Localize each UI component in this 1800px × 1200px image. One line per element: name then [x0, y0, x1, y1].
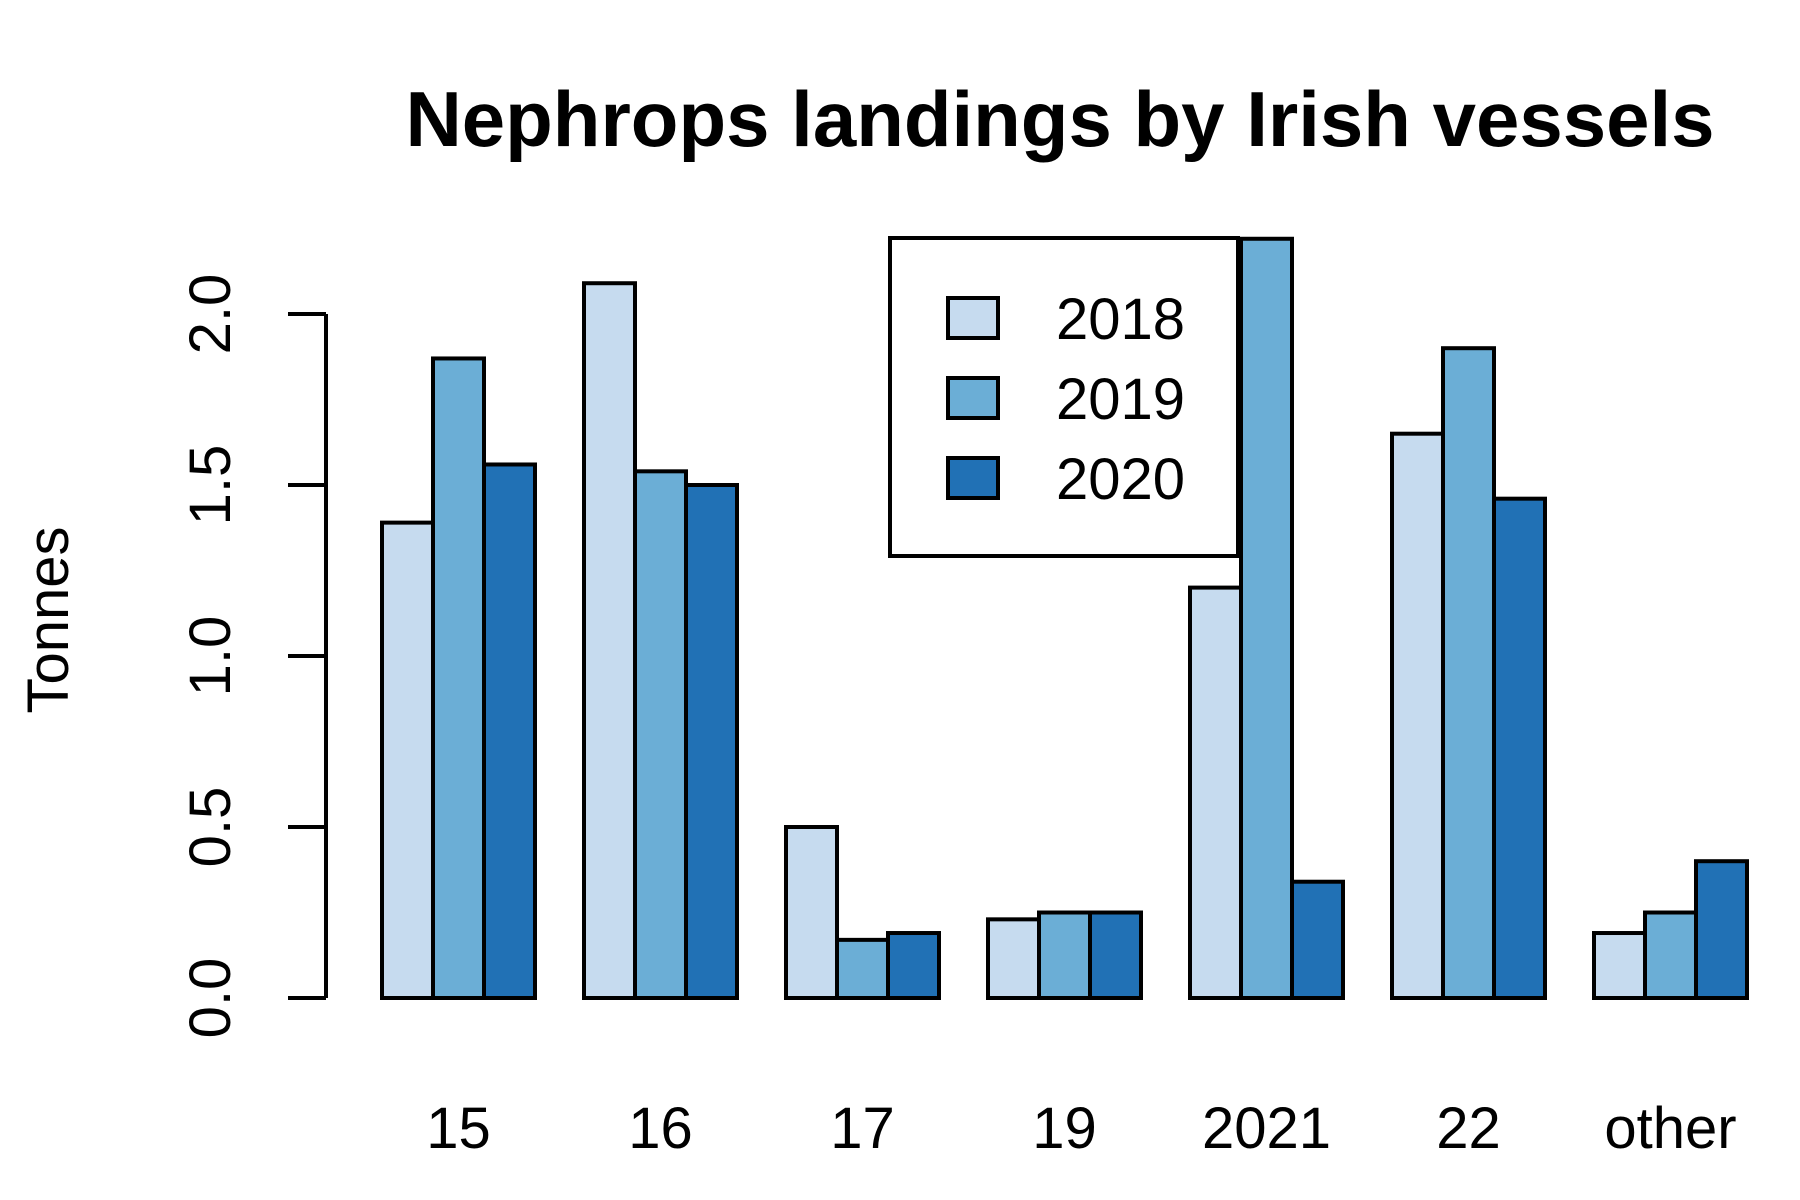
- bar-19-2020: [1088, 910, 1143, 1000]
- x-tick-label: 2021: [1202, 1096, 1331, 1161]
- bar-other-2020: [1694, 859, 1749, 1001]
- legend-label-2019: 2019: [1056, 367, 1185, 432]
- y-axis-label: Tonnes: [16, 526, 81, 713]
- y-tick-label: 1.5: [178, 445, 243, 526]
- bar-16-2020: [684, 483, 739, 1000]
- y-tick-label: 1.0: [178, 616, 243, 697]
- bar-other-2018: [1592, 931, 1647, 1001]
- x-tick-label: other: [1604, 1096, 1736, 1161]
- bar-17-2020: [886, 931, 941, 1001]
- bar-17-2019: [835, 937, 890, 1000]
- bar-15-2020: [482, 462, 537, 1001]
- bar-other-2019: [1643, 910, 1698, 1000]
- bar-15-2018: [380, 520, 435, 1000]
- bar-16-2019: [633, 469, 688, 1000]
- bar-22-2020: [1492, 496, 1547, 1000]
- bars-group: [380, 236, 1749, 1001]
- y-tick-label: 0.5: [178, 787, 243, 868]
- y-tick-label: 0.0: [178, 958, 243, 1039]
- legend: 2018 2019 2020: [888, 236, 1240, 558]
- chart-title: Nephrops landings by Irish vessels: [405, 75, 1714, 163]
- x-tick-label: 22: [1436, 1096, 1501, 1161]
- x-tick-label: 16: [628, 1096, 693, 1161]
- x-tick-label: 17: [830, 1096, 895, 1161]
- x-tick-label: 15: [426, 1096, 491, 1161]
- bar-2021-2019: [1239, 236, 1294, 1000]
- y-tick-label: 2.0: [178, 274, 243, 355]
- x-tick-label: 19: [1032, 1096, 1097, 1161]
- x-axis-labels: 15 16 17 19 2021 22 other: [426, 1096, 1736, 1161]
- bar-22-2019: [1441, 346, 1496, 1000]
- y-axis: 0.0 0.5 1.0 1.5 2.0: [178, 274, 328, 1039]
- legend-label-2018: 2018: [1056, 287, 1185, 352]
- bar-19-2018: [986, 917, 1041, 1001]
- bar-15-2019: [431, 356, 486, 1000]
- bar-2021-2018: [1188, 585, 1243, 1000]
- bar-17-2018: [784, 825, 839, 1000]
- bar-22-2018: [1390, 431, 1445, 1000]
- legend-swatch-2020: [946, 456, 1000, 500]
- legend-label-2020: 2020: [1056, 447, 1185, 512]
- legend-swatch-2019: [946, 376, 1000, 420]
- bar-2021-2020: [1290, 879, 1345, 1000]
- legend-swatch-2018: [946, 296, 1000, 340]
- bar-19-2019: [1037, 910, 1092, 1000]
- bar-16-2018: [582, 281, 637, 1001]
